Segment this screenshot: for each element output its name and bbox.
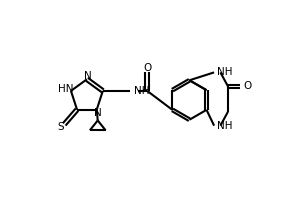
Text: N: N [94, 108, 102, 118]
Text: O: O [243, 81, 251, 91]
Text: S: S [57, 122, 64, 132]
Text: NH: NH [134, 86, 150, 96]
Text: NH: NH [217, 121, 232, 131]
Text: N: N [84, 71, 92, 81]
Text: O: O [143, 63, 151, 73]
Text: NH: NH [217, 67, 232, 77]
Text: HN: HN [58, 84, 73, 94]
